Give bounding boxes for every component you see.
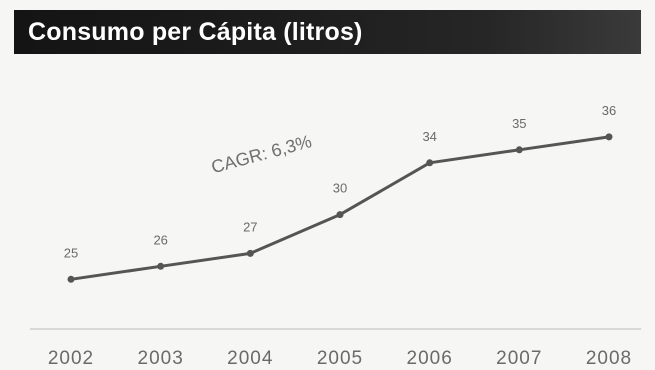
cagr-annotation: CAGR: 6,3%: [209, 131, 314, 177]
data-point-2007: [516, 146, 523, 153]
series-layer: [68, 133, 613, 282]
x-tick-label-2004: 2004: [227, 348, 273, 369]
x-tick-label-2005: 2005: [317, 348, 363, 369]
data-point-2003: [157, 263, 164, 270]
data-point-2002: [68, 276, 75, 283]
data-label-2005: 30: [333, 181, 347, 196]
data-point-2005: [337, 211, 344, 218]
data-label-2004: 27: [243, 219, 257, 234]
data-point-2004: [247, 250, 254, 257]
x-tick-label-2002: 2002: [48, 348, 94, 369]
data-point-2006: [426, 159, 433, 166]
x-tick-label-2003: 2003: [138, 348, 184, 369]
x-axis: 2002 2003 2004 2005 2006 2007 2008: [48, 348, 632, 369]
x-tick-label-2008: 2008: [586, 348, 632, 369]
series-line: [71, 137, 609, 279]
data-label-2008: 36: [602, 103, 616, 118]
x-tick-label-2007: 2007: [496, 348, 542, 369]
data-labels-layer: 25 26 27 30 34 35 36: [64, 103, 616, 260]
data-label-2002: 25: [64, 245, 78, 260]
data-point-2008: [606, 133, 613, 140]
data-label-2007: 35: [512, 116, 526, 131]
x-tick-label-2006: 2006: [407, 348, 453, 369]
data-label-2006: 34: [422, 129, 436, 144]
data-label-2003: 26: [153, 232, 167, 247]
